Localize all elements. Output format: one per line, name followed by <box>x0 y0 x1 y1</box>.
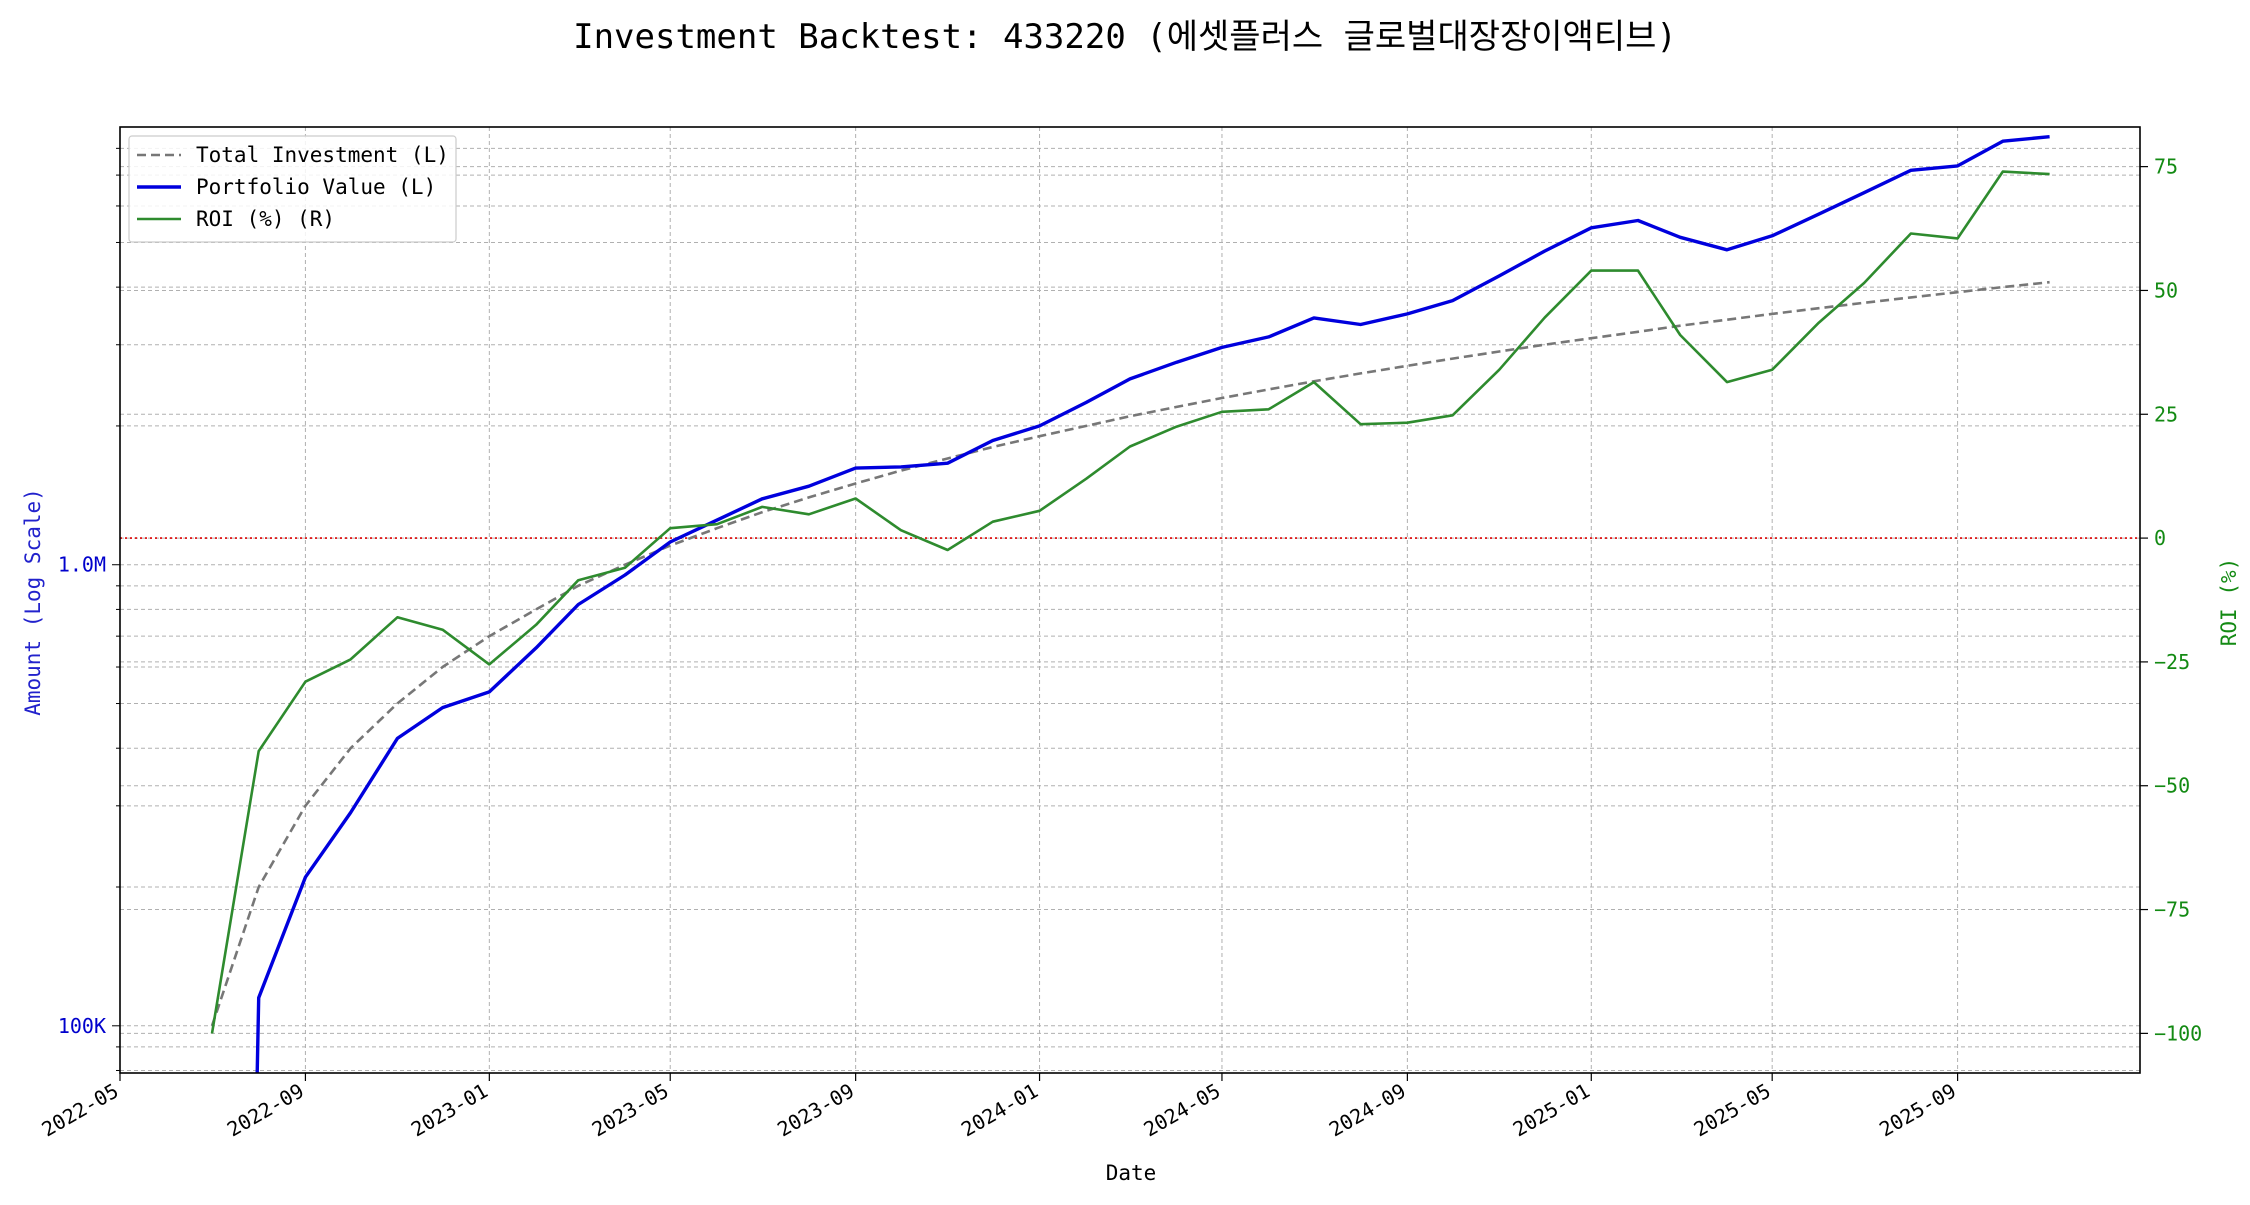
right-tick-label: −50 <box>2154 774 2190 798</box>
right-axis-ticks: 75 50 25 0 −25 −50 −75 −100 <box>2140 155 2202 1045</box>
right-tick-label: 50 <box>2154 278 2178 302</box>
series-lines <box>210 135 2050 1074</box>
right-tick-label: −100 <box>2154 1021 2202 1045</box>
right-tick-label: 0 <box>2154 526 2166 550</box>
x-axis-label: Date <box>1106 1161 1157 1185</box>
legend: Total Investment (L) Portfolio Value (L)… <box>128 135 457 243</box>
right-tick-label: 75 <box>2154 155 2178 179</box>
legend-label-roi: ROI (%) (R) <box>196 207 335 231</box>
left-axis-label: Amount (Log Scale) <box>21 488 45 716</box>
legend-label-total-investment: Total Investment (L) <box>196 143 449 167</box>
right-tick-label: −75 <box>2154 898 2190 922</box>
series-portfolio-value <box>255 135 2050 1074</box>
right-tick-label: −25 <box>2154 650 2190 674</box>
left-tick-label: 1.0M <box>58 553 106 577</box>
plot-frame <box>119 126 2141 1074</box>
right-tick-label: 25 <box>2154 402 2178 426</box>
right-axis-label: ROI (%) <box>2217 558 2241 647</box>
legend-label-portfolio-value: Portfolio Value (L) <box>196 175 436 199</box>
left-tick-label: 100K <box>58 1014 106 1038</box>
left-axis-ticks: 100K 1.0M <box>58 147 120 1071</box>
series-roi <box>210 170 2050 1034</box>
series-total-investment <box>210 280 2050 1027</box>
chart-title: Investment Backtest: 433220 (에셋플러스 글로벌대장… <box>573 17 1677 57</box>
legend-box <box>128 135 457 243</box>
grid <box>119 127 2140 1073</box>
